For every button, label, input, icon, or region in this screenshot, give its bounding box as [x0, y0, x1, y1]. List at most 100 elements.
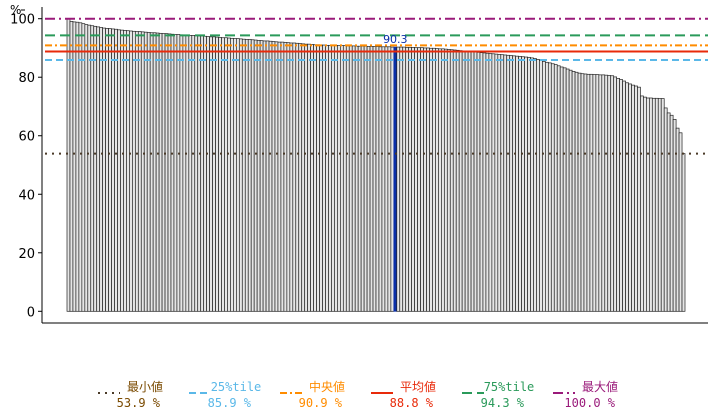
legend-entry-value: 88.8 % — [390, 396, 434, 410]
bar — [530, 57, 534, 312]
bar — [117, 29, 121, 312]
bar — [313, 44, 317, 312]
bar — [446, 49, 451, 312]
bar — [634, 85, 638, 312]
bar — [90, 25, 95, 312]
bar — [595, 74, 600, 312]
bar — [485, 52, 490, 312]
bar — [230, 37, 234, 312]
bar — [672, 119, 677, 312]
bar — [583, 73, 588, 312]
bar — [298, 43, 303, 312]
bar — [105, 28, 109, 312]
bar — [604, 74, 609, 312]
bar — [390, 46, 395, 312]
bar — [87, 24, 92, 312]
bar — [553, 64, 558, 312]
bar — [185, 34, 190, 312]
bar — [435, 48, 439, 312]
bar — [167, 33, 172, 312]
bar — [233, 38, 237, 312]
bar — [556, 65, 561, 312]
bar — [161, 33, 166, 312]
bar — [479, 52, 484, 312]
bar — [176, 34, 181, 312]
bar — [628, 83, 632, 312]
bar — [539, 59, 543, 312]
bar — [164, 33, 169, 312]
bar — [616, 78, 620, 312]
bar — [420, 47, 424, 312]
bar — [619, 79, 623, 312]
bar — [250, 39, 255, 312]
bar — [470, 51, 475, 312]
bar — [78, 22, 83, 312]
bar — [236, 38, 240, 312]
bar — [631, 84, 635, 312]
bar — [515, 55, 519, 312]
bar — [120, 29, 124, 312]
bar — [286, 42, 291, 312]
bar — [509, 55, 514, 312]
bar — [331, 44, 335, 312]
bar — [559, 66, 564, 312]
bar — [651, 97, 656, 312]
legend-entry-name: 最大値 — [582, 379, 618, 394]
bar — [307, 43, 311, 312]
legend-entry-name: 平均値 — [400, 379, 436, 394]
legend-entry-value: 90.9 % — [299, 396, 343, 410]
bar — [613, 76, 618, 312]
bar — [592, 74, 597, 312]
bar — [129, 30, 133, 312]
bar — [155, 32, 160, 312]
bar — [494, 53, 499, 312]
bar — [191, 35, 196, 312]
bar — [524, 56, 528, 312]
bar — [325, 44, 329, 312]
bar — [114, 28, 118, 312]
bar — [589, 73, 594, 312]
bar — [69, 20, 74, 312]
bar — [224, 37, 228, 312]
bar — [283, 42, 288, 312]
bar — [432, 47, 436, 312]
bar — [550, 63, 555, 312]
bar — [337, 45, 341, 312]
bar — [503, 54, 508, 312]
bar — [372, 46, 377, 312]
bar — [452, 49, 457, 312]
bar — [657, 98, 662, 312]
bar — [81, 23, 86, 312]
bar — [536, 59, 540, 312]
bar — [547, 62, 552, 312]
bar — [289, 42, 294, 312]
bar — [396, 46, 401, 312]
bar — [259, 40, 264, 312]
bar — [134, 31, 139, 312]
bar — [675, 127, 680, 312]
bar — [607, 75, 612, 312]
bar — [137, 31, 142, 312]
bar — [84, 24, 89, 312]
bar — [500, 54, 505, 312]
bar — [565, 68, 570, 312]
bar — [126, 30, 130, 312]
bar — [227, 37, 231, 312]
bar — [132, 30, 136, 312]
bar — [218, 37, 222, 312]
bar — [443, 48, 448, 312]
legend-entry-name: 25%tile — [211, 380, 262, 394]
bar — [345, 45, 350, 312]
bar — [256, 40, 261, 312]
bar — [357, 45, 362, 312]
reference-lines — [45, 17, 708, 155]
bar — [648, 97, 653, 312]
bar — [467, 51, 472, 312]
bar — [488, 53, 493, 312]
bar — [179, 34, 184, 312]
y-tick-label: 100 — [10, 13, 35, 28]
bar — [152, 32, 157, 312]
bar — [340, 45, 344, 312]
y-tick-label: 20 — [18, 247, 35, 262]
bar — [423, 47, 427, 312]
